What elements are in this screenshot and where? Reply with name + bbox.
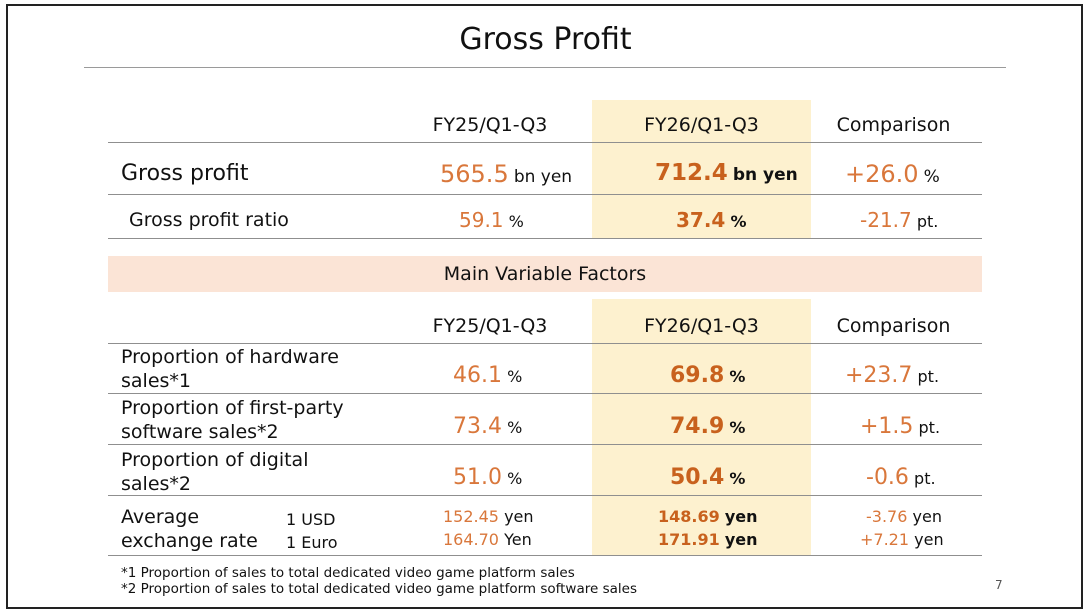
slide-title: Gross Profit	[459, 22, 632, 57]
gross-profit-ratio-comp: -21.7 pt.	[860, 208, 939, 232]
factors-col-header-prev: FY25/Q1-Q3	[432, 315, 548, 337]
table-rule	[108, 142, 982, 143]
digital-proportion-curr: 50.4 %	[670, 465, 746, 490]
factors-section-band: Main Variable Factors	[108, 256, 982, 292]
euro-rate-comp: +7.21 yen	[860, 530, 944, 549]
current-year-highlight-top	[592, 100, 811, 239]
hardware-proportion-prev: 46.1 %	[453, 363, 523, 388]
currency-euro: 1 Euro	[286, 533, 338, 552]
row-label-digital-proportion: Proportion of digital sales*2	[121, 449, 309, 495]
digital-proportion-prev: 51.0 %	[453, 465, 523, 490]
row-label-first-party-proportion: Proportion of first-party software sales*…	[121, 397, 344, 443]
gross-profit-comp: +26.0 %	[845, 160, 940, 188]
gross-profit-ratio-curr: 37.4 %	[676, 208, 747, 232]
title-divider	[84, 67, 1006, 68]
row-label-exchange-rate: Average exchange rate	[121, 506, 258, 552]
footnote-2: *2 Proportion of sales to total dedicate…	[121, 581, 637, 597]
row-label-gross-profit-ratio: Gross profit ratio	[129, 209, 289, 231]
row-label-hardware-proportion: Proportion of hardware sales*1	[121, 346, 339, 392]
gross-profit-curr: 712.4 bn yen	[655, 160, 798, 186]
table-rule	[108, 194, 982, 195]
table-rule	[108, 555, 982, 556]
currency-usd: 1 USD	[286, 510, 336, 529]
first-party-proportion-comp: +1.5 pt.	[860, 414, 941, 439]
current-year-highlight-bottom	[592, 299, 811, 555]
usd-rate-curr: 148.69 yen	[658, 507, 758, 526]
table-rule	[108, 343, 982, 344]
first-party-proportion-curr: 74.9 %	[670, 414, 746, 439]
page-number: 7	[995, 578, 1003, 592]
col-header-comp: Comparison	[836, 114, 951, 136]
slide-frame	[6, 4, 1083, 609]
table-rule	[108, 495, 982, 496]
table-rule	[108, 238, 982, 239]
footnote-1: *1 Proportion of sales to total dedicate…	[121, 565, 575, 581]
hardware-proportion-comp: +23.7 pt.	[845, 363, 940, 388]
hardware-proportion-curr: 69.8 %	[670, 363, 746, 388]
gross-profit-prev: 565.5 bn yen	[440, 160, 573, 188]
col-header-prev: FY25/Q1-Q3	[432, 114, 548, 136]
factors-col-header-curr: FY26/Q1-Q3	[644, 315, 759, 337]
table-rule	[108, 444, 982, 445]
factors-col-header-comp: Comparison	[836, 315, 951, 337]
table-rule	[108, 393, 982, 394]
col-header-curr: FY26/Q1-Q3	[644, 114, 759, 136]
row-label-gross-profit: Gross profit	[121, 161, 249, 186]
euro-rate-prev: 164.70 Yen	[443, 530, 532, 549]
first-party-proportion-prev: 73.4 %	[453, 414, 523, 439]
usd-rate-prev: 152.45 yen	[443, 507, 534, 526]
usd-rate-comp: -3.76 yen	[866, 507, 942, 526]
digital-proportion-comp: -0.6 pt.	[866, 465, 936, 490]
gross-profit-ratio-prev: 59.1 %	[459, 208, 524, 232]
euro-rate-curr: 171.91 yen	[658, 530, 758, 549]
